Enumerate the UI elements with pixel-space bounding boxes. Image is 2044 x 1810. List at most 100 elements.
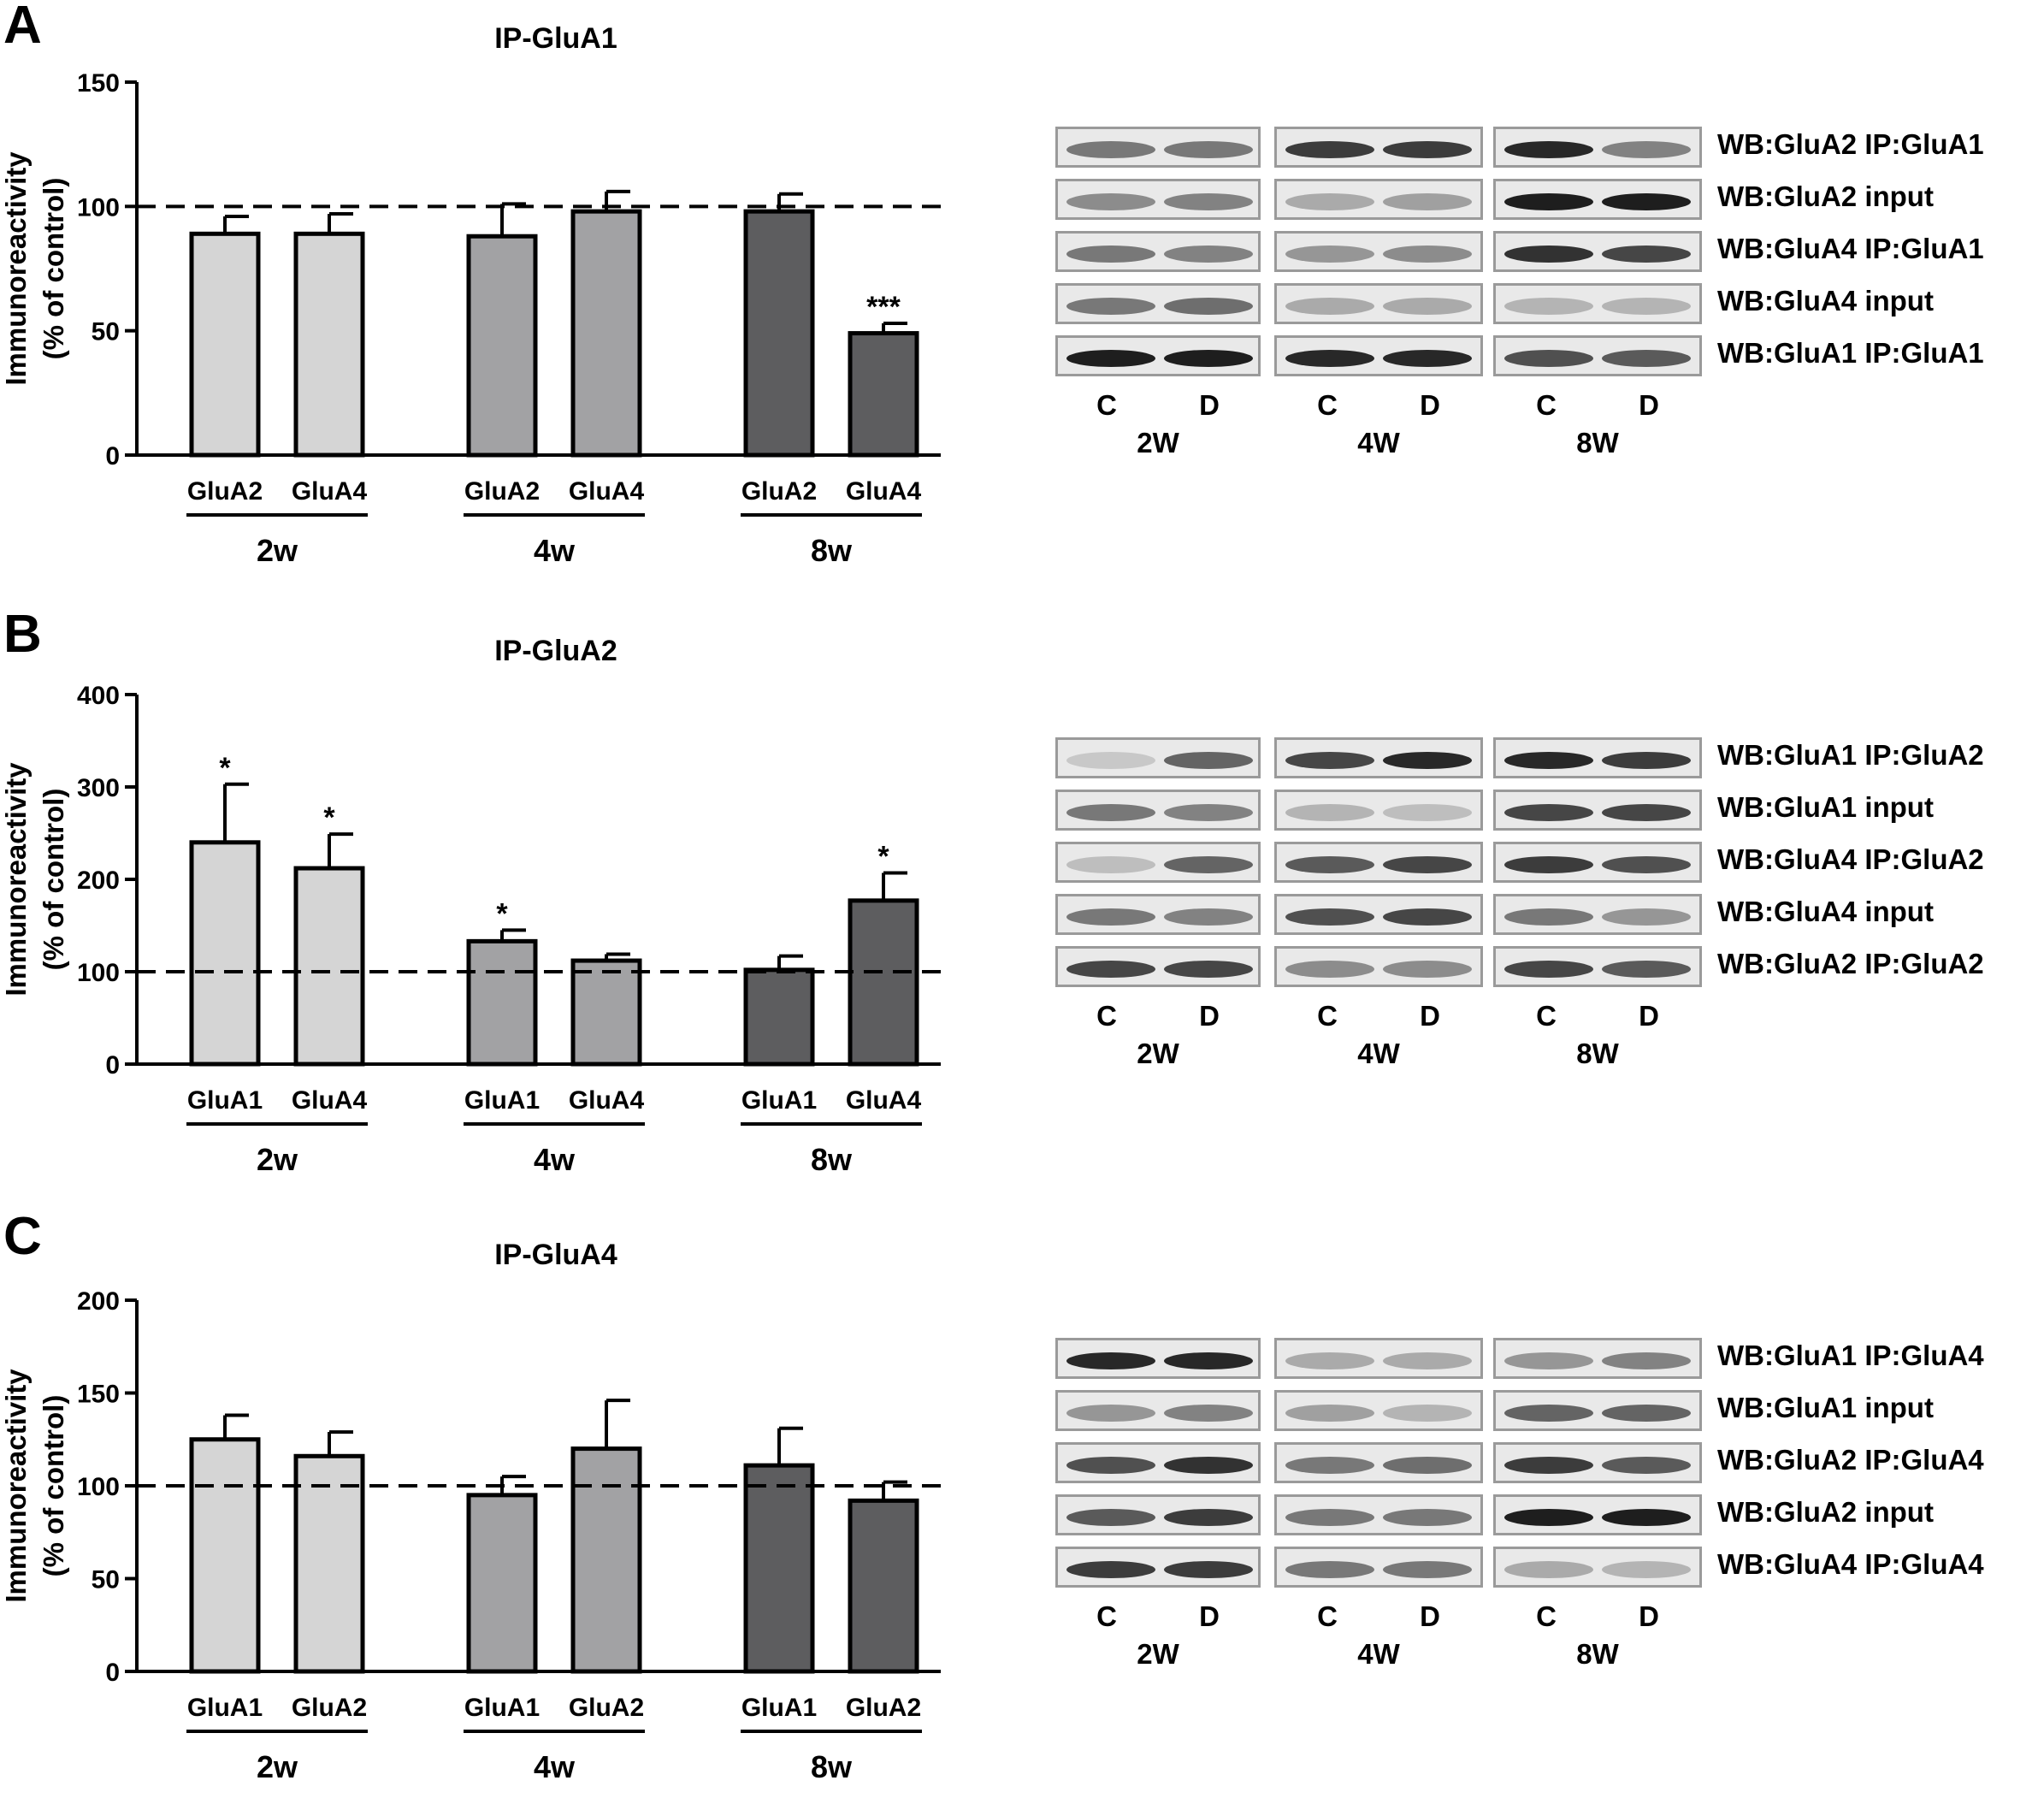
lane-label: C xyxy=(1317,1600,1338,1632)
protein-band xyxy=(1602,856,1691,873)
blot-row-label: WB:GluA1 IP:GluA4 xyxy=(1717,1340,1984,1371)
panel-letter: C xyxy=(3,1207,42,1266)
protein-band xyxy=(1066,856,1155,873)
lane-label: D xyxy=(1639,1600,1659,1632)
significance-label: * xyxy=(219,752,231,784)
lane-label: C xyxy=(1317,389,1338,421)
protein-band xyxy=(1164,908,1253,926)
week-label: 2W xyxy=(1137,1038,1179,1069)
lane-label: C xyxy=(1536,1000,1557,1032)
blot-row-label: WB:GluA1 input xyxy=(1717,791,1934,823)
blot-row-label: WB:GluA4 IP:GluA4 xyxy=(1717,1548,1984,1580)
blot-lane-box xyxy=(1274,790,1483,831)
protein-band xyxy=(1164,1405,1253,1422)
protein-band xyxy=(1602,1509,1691,1526)
lane-label: D xyxy=(1199,389,1220,421)
x-tick-label: GluA1 xyxy=(464,1086,540,1115)
blot-lane-box xyxy=(1493,1442,1702,1483)
lane-label: D xyxy=(1639,1000,1659,1032)
blot-lane-box xyxy=(1274,737,1483,778)
blot-lane-box xyxy=(1055,842,1261,883)
blot-row: WB:GluA4 input xyxy=(1055,283,2039,326)
protein-band xyxy=(1164,1561,1253,1578)
x-tick-label: GluA2 xyxy=(741,477,817,506)
protein-band xyxy=(1383,961,1472,978)
protein-band xyxy=(1602,141,1691,158)
blot-row: WB:GluA2 IP:GluA4 xyxy=(1055,1442,2039,1485)
week-label: 4W xyxy=(1357,1038,1400,1069)
blot-lane-box xyxy=(1055,946,1261,987)
bar xyxy=(570,209,642,458)
protein-band xyxy=(1164,350,1253,367)
protein-band xyxy=(1504,1405,1593,1422)
protein-band xyxy=(1504,804,1593,821)
blot-row: WB:GluA4 IP:GluA4 xyxy=(1055,1547,2039,1589)
blot-lane-box xyxy=(1493,946,1702,987)
protein-band xyxy=(1164,1509,1253,1526)
bar xyxy=(743,967,815,1067)
protein-band xyxy=(1383,298,1472,315)
blot-lane-box xyxy=(1493,1338,1702,1379)
protein-band xyxy=(1066,1509,1155,1526)
blot-lane-box xyxy=(1493,842,1702,883)
protein-band xyxy=(1285,245,1374,263)
blot-lane-box xyxy=(1493,179,1702,220)
protein-band xyxy=(1285,1561,1374,1578)
lane-label: D xyxy=(1420,1600,1440,1632)
blot-lane-box xyxy=(1055,1547,1261,1588)
bar-chart: 0 50 100 150 Immunoreactivity (% of control) G… xyxy=(0,69,941,568)
y-tick-label: 150 xyxy=(77,1381,120,1409)
group-label: 8w xyxy=(811,1749,853,1784)
lane-label: C xyxy=(1536,1600,1557,1632)
protein-band xyxy=(1383,1561,1472,1578)
protein-band xyxy=(1504,1509,1593,1526)
protein-band xyxy=(1066,961,1155,978)
blot-lane-box xyxy=(1274,1494,1483,1535)
western-blot: WB:GluA1 IP:GluA4 WB:GluA1 input WB:GluA2 … xyxy=(1055,1338,2039,1680)
protein-band xyxy=(1602,961,1691,978)
y-tick-label: 0 xyxy=(105,442,120,470)
x-tick-label: GluA1 xyxy=(741,1694,817,1722)
chart-title: IP-GluA4 xyxy=(494,1239,617,1271)
y-axis-label: (% of control) xyxy=(38,178,69,360)
blot-lane-box xyxy=(1493,231,1702,272)
protein-band xyxy=(1164,752,1253,769)
week-label: 4W xyxy=(1357,427,1400,458)
x-tick-label: GluA4 xyxy=(569,1086,645,1115)
x-tick-label: GluA1 xyxy=(741,1086,817,1115)
blot-lane-box xyxy=(1274,1390,1483,1431)
protein-band xyxy=(1285,908,1374,926)
group-label: 2w xyxy=(257,1142,298,1177)
significance-label: *** xyxy=(866,291,901,323)
blot-lane-box xyxy=(1274,283,1483,324)
blot-lane-box xyxy=(1493,1494,1702,1535)
blot-row: WB:GluA1 IP:GluA2 xyxy=(1055,737,2039,780)
protein-band xyxy=(1066,193,1155,210)
bar-chart: 0 50 100 150 200 Immunoreactivity (% of contro… xyxy=(0,1287,941,1784)
protein-band xyxy=(1066,141,1155,158)
lane-label: C xyxy=(1096,1600,1117,1632)
protein-band xyxy=(1066,350,1155,367)
bar xyxy=(743,209,815,458)
y-tick-label: 100 xyxy=(77,193,120,222)
protein-band xyxy=(1285,193,1374,210)
y-axis-label: Immunoreactivity xyxy=(0,762,32,997)
panel-b: B IP-GluA2 0 100 200 300 400 Immunoreactivity… xyxy=(0,605,2044,1208)
lane-label: D xyxy=(1639,389,1659,421)
y-axis-label: Immunoreactivity xyxy=(0,1369,32,1603)
blot-lane-box xyxy=(1055,790,1261,831)
protein-band xyxy=(1285,141,1374,158)
bar xyxy=(570,1446,642,1674)
significance-label: * xyxy=(496,897,508,930)
chart-title: IP-GluA1 xyxy=(494,22,617,55)
panel-c: C IP-GluA4 0 50 100 150 200 Immunoreactivity(… xyxy=(0,1207,2044,1810)
protein-band xyxy=(1602,908,1691,926)
protein-band xyxy=(1285,1457,1374,1474)
blot-lane-box xyxy=(1055,335,1261,376)
week-label: 2W xyxy=(1137,427,1179,458)
blot-lane-box xyxy=(1493,335,1702,376)
x-tick-label: GluA1 xyxy=(464,1694,540,1722)
protein-band xyxy=(1602,245,1691,263)
y-tick-label: 300 xyxy=(77,774,120,802)
protein-band xyxy=(1285,961,1374,978)
